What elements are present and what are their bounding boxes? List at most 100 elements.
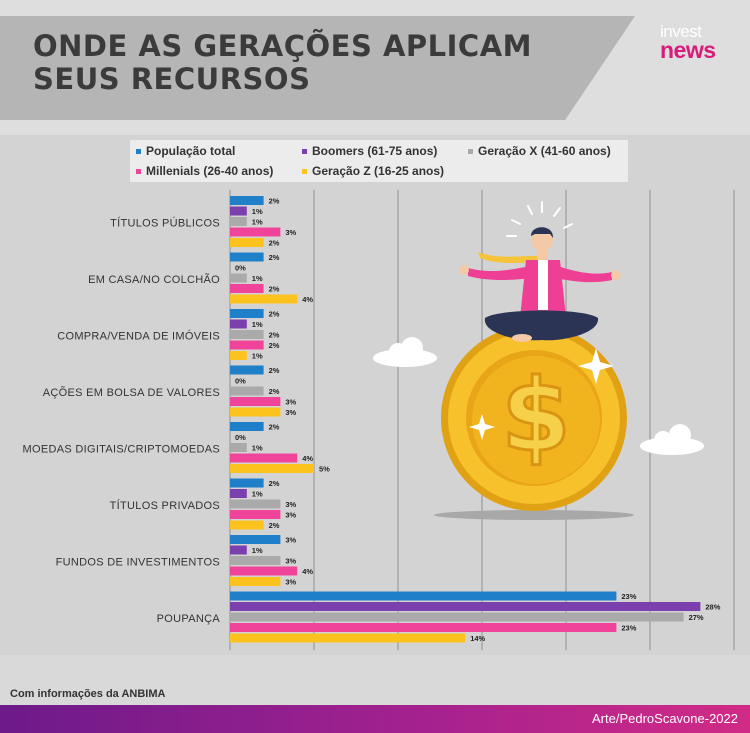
- legend-item: Millenials (26-40 anos): [136, 164, 273, 178]
- data-label: 1%: [252, 546, 263, 555]
- legend-swatch: [136, 169, 141, 175]
- bar: [230, 489, 247, 498]
- bar: [230, 464, 314, 473]
- legend-swatch: [136, 149, 141, 155]
- data-label: 2%: [269, 366, 280, 375]
- data-label: 28%: [705, 603, 720, 612]
- data-label: 2%: [269, 310, 280, 319]
- bar: [230, 294, 298, 304]
- category-label: MOEDAS DIGITAIS/CRIPTOMOEDAS: [23, 443, 220, 455]
- bar: [230, 365, 264, 375]
- data-label: 1%: [252, 218, 263, 227]
- data-label: 2%: [269, 331, 280, 340]
- legend-label: População total: [146, 144, 236, 158]
- data-label: 5%: [319, 465, 330, 474]
- data-label: 3%: [285, 511, 296, 520]
- data-label: 3%: [285, 557, 296, 566]
- data-label: 1%: [252, 274, 263, 283]
- bar: [230, 443, 247, 452]
- legend-item: Boomers (61-75 anos): [302, 144, 437, 158]
- sparkle-icon: [578, 348, 614, 384]
- data-label: 1%: [252, 352, 263, 361]
- meditating-man-icon: [459, 227, 621, 342]
- data-label: 1%: [252, 490, 263, 499]
- category-label: POUPANÇA: [157, 613, 221, 625]
- bar: [230, 319, 247, 329]
- data-label: 2%: [269, 387, 280, 396]
- bar: [230, 238, 264, 247]
- dollar-sign: $: [501, 357, 571, 474]
- data-label: 0%: [235, 264, 246, 273]
- data-label: 4%: [302, 567, 313, 576]
- data-label: 3%: [285, 408, 296, 417]
- data-label: 1%: [252, 444, 263, 453]
- category-label: FUNDOS DE INVESTIMENTOS: [56, 556, 220, 568]
- data-label: 4%: [302, 454, 313, 463]
- data-label: 0%: [235, 377, 246, 386]
- bar: [230, 623, 617, 632]
- chart-area: [0, 135, 750, 655]
- legend-swatch: [302, 169, 307, 175]
- legend-swatch: [468, 149, 473, 155]
- bar: [230, 478, 264, 488]
- bar: [230, 602, 701, 611]
- bar: [230, 407, 281, 417]
- data-label: 2%: [269, 341, 280, 350]
- bar: [230, 386, 264, 396]
- cloud-right-icon: [640, 424, 704, 455]
- investnews-logo: invest news: [660, 23, 740, 63]
- bar: [230, 510, 281, 519]
- legend-label: Geração X (41-60 anos): [478, 144, 611, 158]
- bar: [230, 217, 247, 226]
- bar: [230, 556, 281, 565]
- logo-text-news: news: [660, 37, 716, 63]
- bar: [230, 227, 281, 237]
- data-label: 2%: [269, 253, 280, 262]
- category-label: TÍTULOS PÚBLICOS: [110, 216, 220, 229]
- bar: [230, 520, 264, 530]
- source-note: Com informações da ANBIMA: [10, 688, 166, 700]
- gold-coin-icon: $: [441, 325, 627, 511]
- data-label: 23%: [621, 592, 636, 601]
- bar: [230, 273, 247, 283]
- legend-label: Millenials (26-40 anos): [146, 164, 274, 178]
- data-label: 1%: [252, 207, 263, 216]
- legend-label: Geração Z (16-25 anos): [312, 164, 445, 178]
- data-label: 3%: [285, 578, 296, 587]
- data-label: 2%: [269, 197, 280, 206]
- category-label: TÍTULOS PRIVADOS: [110, 499, 220, 512]
- cloud-left-icon: [373, 337, 437, 367]
- chart-legend: População total Boomers (61-75 anos) Geraç…: [130, 140, 628, 182]
- bar-chart: TÍTULOS PÚBLICOS 2% 1% 1% 3% 2% EM CASA/NO COL…: [23, 190, 735, 650]
- bar: [230, 453, 298, 463]
- data-label: 3%: [285, 536, 296, 545]
- data-label: 14%: [470, 634, 485, 643]
- bar: [230, 545, 247, 555]
- bar: [230, 330, 264, 339]
- data-label: 1%: [252, 320, 263, 329]
- bar: [230, 340, 264, 350]
- data-label: 23%: [621, 624, 636, 633]
- legend-swatch: [302, 149, 307, 155]
- bar: [230, 284, 264, 293]
- data-label: 3%: [285, 500, 296, 509]
- bar: [230, 309, 264, 318]
- data-label: 2%: [269, 285, 280, 294]
- bar: [230, 206, 247, 216]
- data-label: 2%: [269, 423, 280, 432]
- bar: [230, 577, 281, 586]
- legend-item: Geração Z (16-25 anos): [302, 164, 444, 178]
- bar: [230, 633, 466, 643]
- data-label: 27%: [689, 613, 704, 622]
- bar: [230, 397, 281, 406]
- legend-item: População total: [136, 144, 235, 158]
- category-label: EM CASA/NO COLCHÃO: [88, 273, 220, 286]
- glow-lines: [506, 201, 573, 237]
- page-title: ONDE AS GERAÇÕES APLICAM SEUS RECURSOS: [33, 29, 532, 96]
- data-label: 2%: [269, 521, 280, 530]
- bar: [230, 566, 298, 576]
- sparkle-icon: [469, 414, 495, 440]
- coin-shadow: [434, 510, 634, 520]
- meditating-man-coin-illustration: $: [373, 201, 704, 520]
- category-label: COMPRA/VENDA DE IMÓVEIS: [57, 329, 220, 342]
